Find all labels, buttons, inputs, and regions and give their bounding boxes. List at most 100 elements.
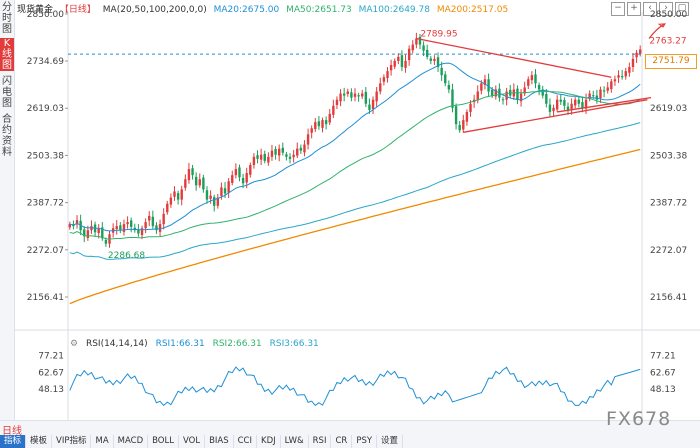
rsi3-value: RSI3:66.31	[269, 339, 319, 349]
indicator-tab-11[interactable]: RSI	[309, 435, 332, 448]
candle-body	[624, 71, 627, 77]
candle-body	[346, 91, 349, 94]
lower-trendline	[463, 99, 648, 133]
candle-body	[375, 91, 378, 102]
y-tick-left: 2272.07	[27, 246, 64, 256]
inner-trendline	[557, 96, 652, 113]
tab-timeshare[interactable]: 分时图	[2, 2, 12, 35]
candle-body	[361, 93, 364, 97]
indicator-tab-9[interactable]: KDJ	[257, 435, 281, 448]
candle-body	[386, 71, 389, 79]
candle-body	[115, 226, 118, 230]
candle-body	[541, 89, 544, 96]
candle-body	[440, 67, 443, 76]
candle-body	[252, 156, 256, 165]
indicator-tab-8[interactable]: CCI	[234, 435, 258, 448]
fullscreen-icon[interactable]: ▢	[675, 2, 689, 16]
candle-body	[411, 44, 414, 51]
candle-body	[68, 224, 72, 228]
y-tick-left: 2156.41	[27, 293, 64, 303]
rsi-tick-left: 48.13	[38, 385, 64, 395]
candle-body	[519, 93, 523, 102]
tab-kline[interactable]: K线图	[0, 38, 14, 71]
y-tick-right: 2387.72	[650, 199, 687, 209]
indicator-tab-6[interactable]: VOL	[179, 435, 206, 448]
instrument-title: 现货黄金	[17, 5, 54, 15]
candle-body	[379, 83, 382, 92]
candle-body	[281, 147, 284, 153]
y-tick-left: 2734.69	[27, 57, 64, 67]
candle-body	[617, 75, 620, 78]
recent-annotation: 2763.27	[649, 36, 686, 46]
candle-body	[595, 95, 599, 100]
candle-body	[151, 216, 155, 227]
candle-body	[501, 99, 505, 101]
y-tick-left: 2503.38	[27, 151, 64, 161]
next-icon[interactable]: ›	[659, 2, 673, 16]
rsi-tick-left: 62.67	[38, 368, 64, 378]
candle-body	[198, 179, 201, 186]
candle-body	[101, 227, 104, 239]
candle-body	[209, 195, 212, 199]
candle-body	[277, 148, 281, 156]
candle-body	[353, 93, 357, 97]
prev-icon[interactable]: ‹	[643, 2, 657, 16]
indicator-tab-10[interactable]: LW&	[281, 435, 309, 448]
candle-body	[480, 83, 483, 91]
y-tick-right: 2503.38	[650, 151, 687, 161]
bottom-period[interactable]: 日线	[2, 426, 22, 437]
candle-body	[162, 213, 165, 225]
candle-body	[426, 49, 429, 57]
indicator-tab-14[interactable]: 设置	[377, 435, 404, 448]
indicator-tab-0[interactable]: 指标	[0, 435, 27, 448]
candle-body	[469, 103, 472, 112]
period-label[interactable]: 【日线】	[59, 5, 96, 15]
rsi2-value: RSI2:66.31	[212, 339, 262, 349]
indicator-tab-5[interactable]: BOLL	[148, 435, 179, 448]
candle-body	[180, 189, 183, 200]
candle-body	[328, 113, 331, 123]
candle-body	[433, 58, 436, 61]
indicator-tab-1[interactable]: 模板	[26, 435, 53, 448]
candle-body	[129, 220, 133, 227]
candle-body	[166, 203, 169, 213]
indicator-tabs: 指标 模板 VIP指标 MA MACD BOLL VOL BIAS CCI KDJ LW& RSI CR…	[0, 435, 404, 448]
candle-body	[429, 58, 433, 61]
watermark-logo: FX678	[606, 408, 672, 430]
candle-body	[566, 106, 570, 110]
indicator-tab-2[interactable]: VIP指标	[52, 435, 92, 448]
candle-body	[256, 155, 259, 159]
candle-body	[303, 144, 306, 153]
candle-body	[342, 93, 346, 96]
y-tick-right: 2850.00	[650, 10, 687, 20]
tab-contract-info[interactable]: 合约资料	[2, 114, 12, 158]
rsi-gear-icon[interactable]: ⚙	[70, 339, 79, 349]
indicator-tab-4[interactable]: MACD	[114, 435, 149, 448]
candle-body	[393, 60, 396, 67]
candle-body	[202, 177, 205, 190]
candle-body	[249, 164, 252, 175]
candle-body	[191, 168, 194, 176]
candle-body	[444, 74, 447, 84]
indicator-tab-13[interactable]: PSY	[352, 435, 378, 448]
ma200-line	[69, 148, 641, 305]
y-tick-right: 2272.07	[650, 246, 687, 256]
candle-body	[415, 38, 418, 45]
indicator-tab-12[interactable]: CR	[331, 435, 353, 448]
candle-body	[548, 104, 552, 112]
rsi-tick-right: 48.13	[650, 385, 676, 395]
candle-body	[368, 104, 371, 110]
candle-body	[83, 229, 86, 237]
candle-body	[155, 225, 158, 231]
kline-chart[interactable]: 2850.002850.002734.692734.692619.032619.…	[0, 0, 700, 420]
indicator-tab-3[interactable]: MA	[91, 435, 114, 448]
minus-icon[interactable]: −	[611, 2, 625, 16]
candle-body	[90, 226, 93, 231]
candle-body	[454, 106, 458, 125]
tab-lightning[interactable]: 闪电图	[2, 76, 12, 109]
candle-body	[194, 176, 198, 186]
indicator-tab-7[interactable]: BIAS	[205, 435, 234, 448]
candle-body	[545, 93, 548, 104]
candle-body	[126, 222, 129, 225]
plus-icon[interactable]: +	[627, 2, 641, 16]
